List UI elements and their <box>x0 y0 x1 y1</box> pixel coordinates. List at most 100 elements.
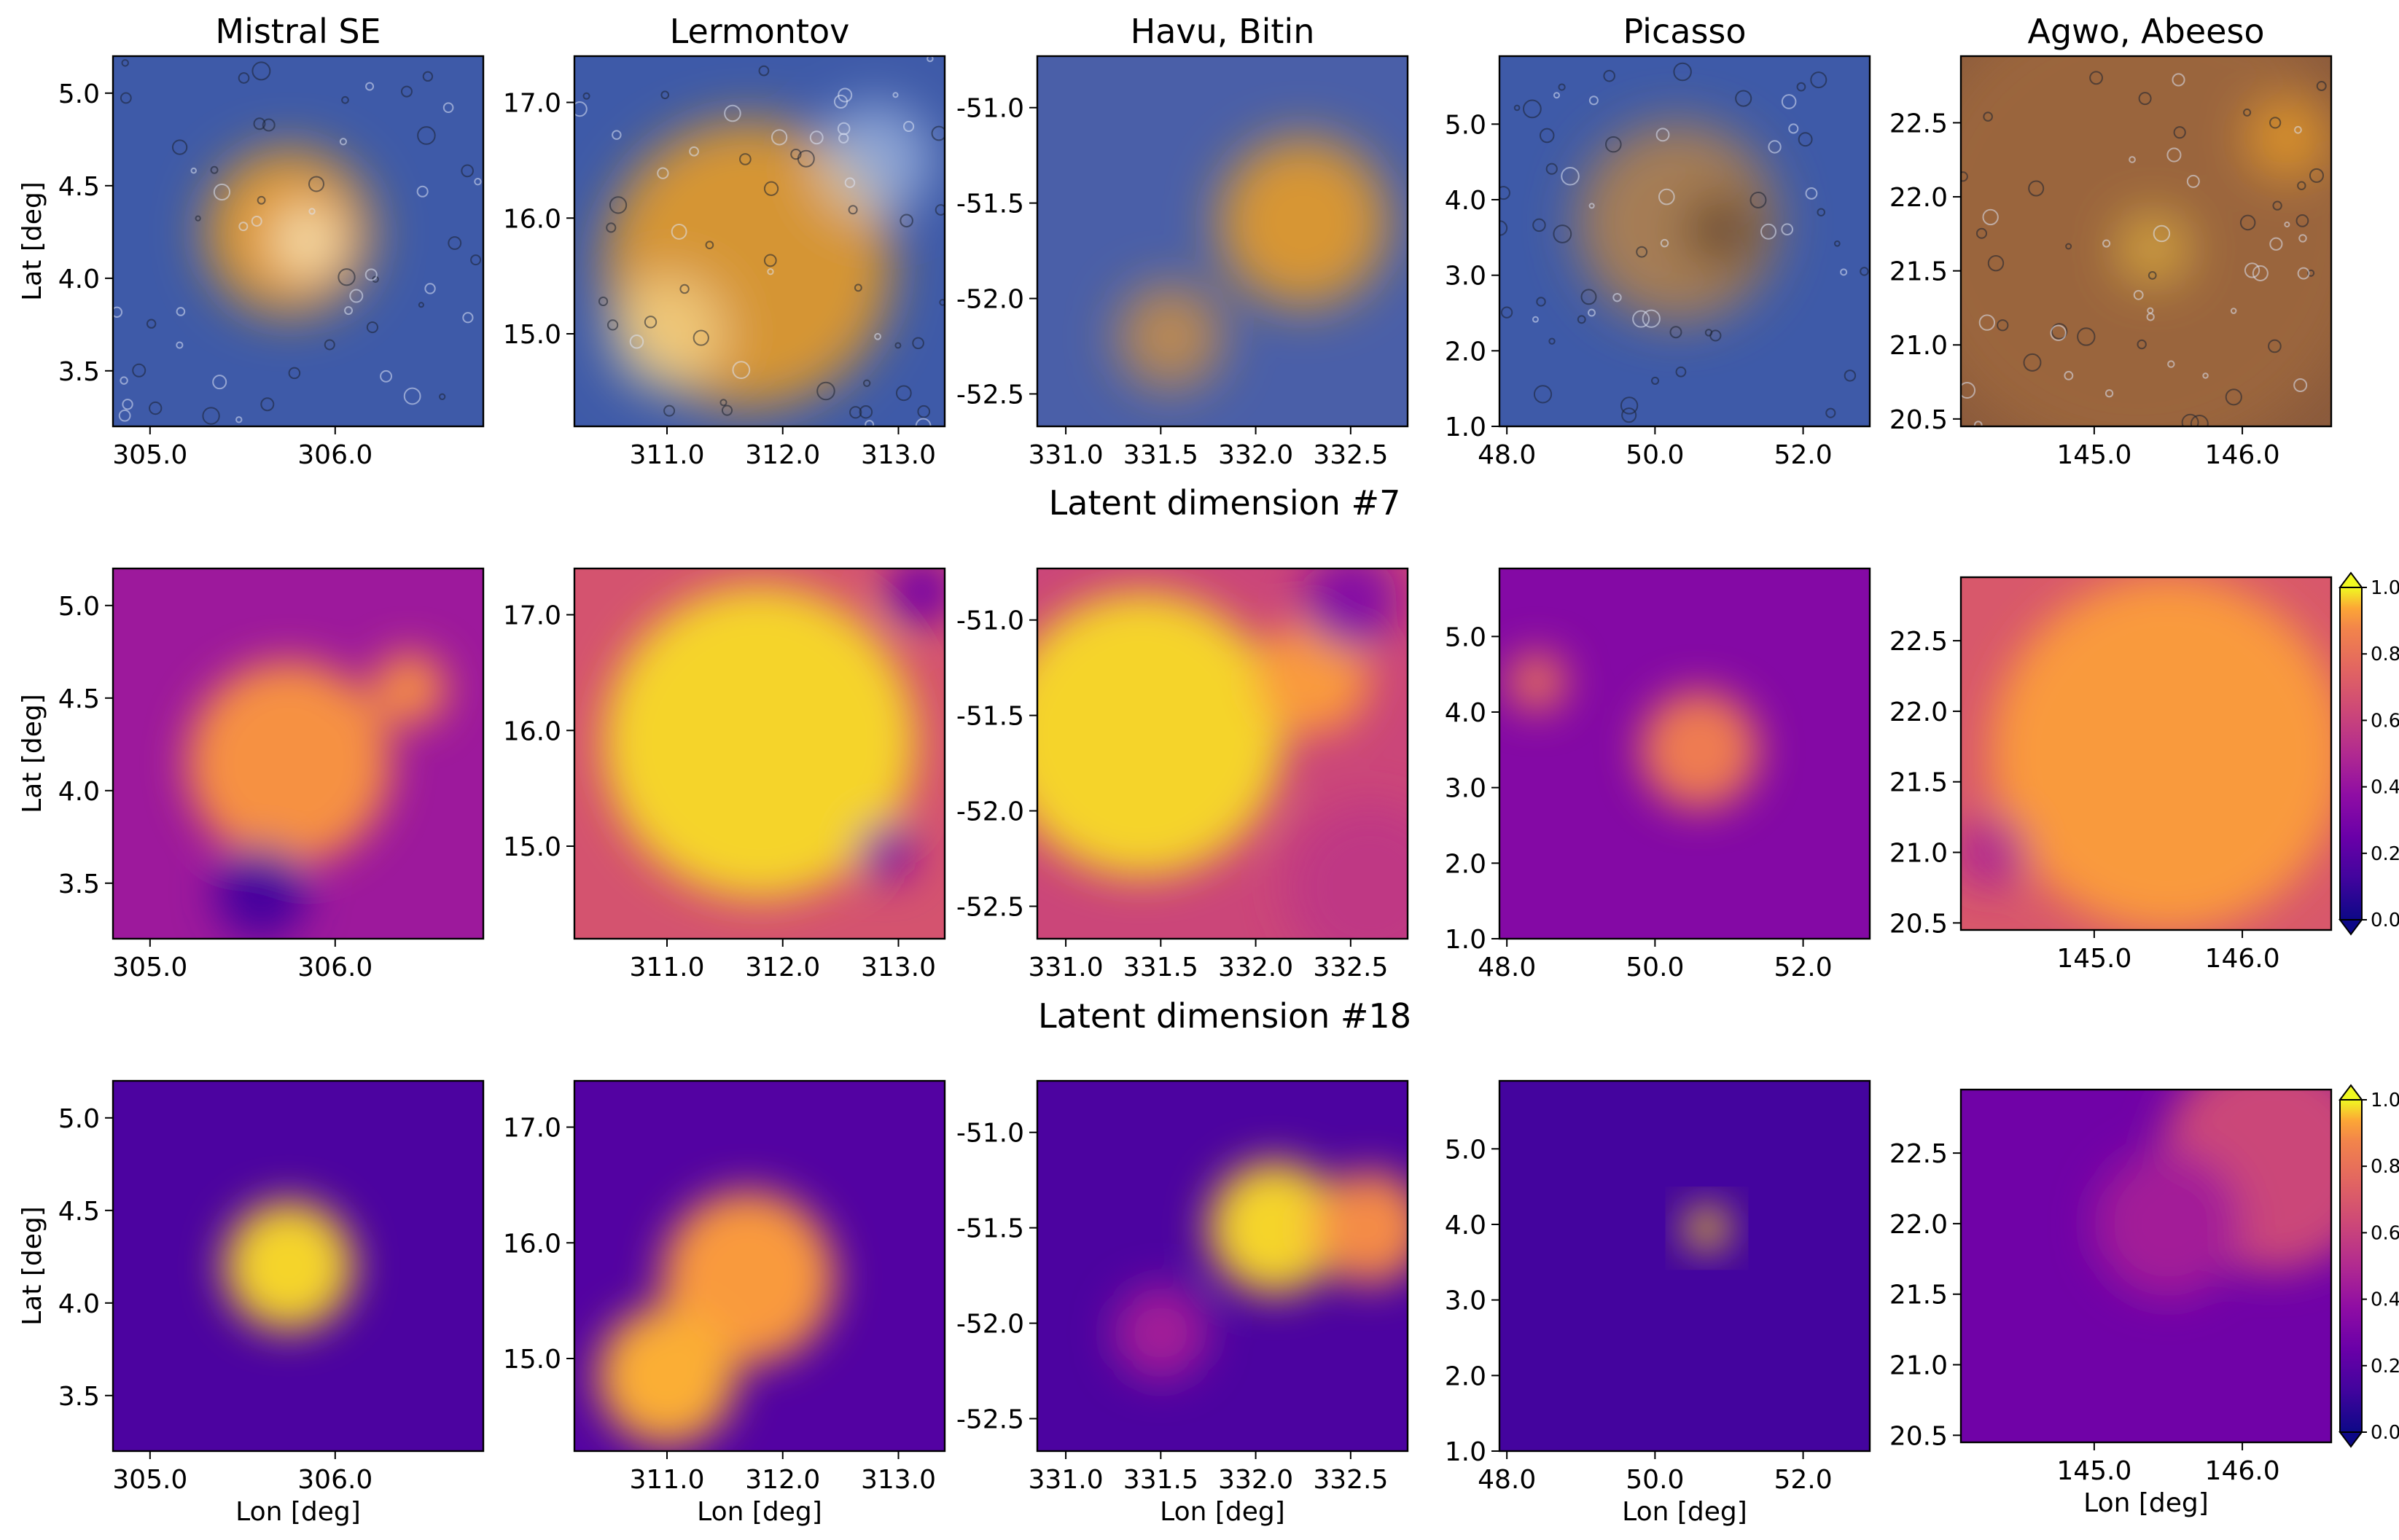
crater-mark <box>2077 327 2096 346</box>
colorbar-extend-min <box>2338 919 2363 936</box>
crater-mark <box>657 167 669 179</box>
crater-mark <box>767 268 774 275</box>
y-tick-label: 21.0 <box>1889 331 1948 361</box>
crater-mark <box>705 241 714 250</box>
x-tick-label: 305.0 <box>112 953 187 982</box>
x-tick-label: 48.0 <box>1478 1465 1536 1495</box>
crater-mark <box>1675 366 1687 378</box>
crater-mark <box>895 385 912 402</box>
crater-mark <box>1588 203 1595 209</box>
crater-mark <box>122 399 133 410</box>
crater-mark <box>238 72 250 84</box>
y-tick-label: 5.0 <box>1445 622 1486 652</box>
x-tick-label: 331.5 <box>1123 440 1198 470</box>
crater-mark <box>2166 147 2182 163</box>
colorbar-tick-label: 1.0 <box>2371 577 2399 599</box>
x-tick-label: 305.0 <box>112 1465 187 1495</box>
colorbar-tick-label: 1.0 <box>2371 1090 2399 1111</box>
crater-mark <box>1781 94 1797 109</box>
colorbar: 0.0 0.2 0.4 0.6 0.8 1.0 <box>2338 1084 2399 1448</box>
crater-mark <box>854 284 862 292</box>
y-tick-label: 20.5 <box>1889 909 1948 939</box>
crater-mark <box>400 85 413 98</box>
crater-mark <box>844 177 856 188</box>
crater-mark <box>212 375 227 390</box>
crater-mark <box>719 399 727 407</box>
x-axis-label: Lon [deg] <box>697 1497 822 1527</box>
crater-mark <box>1553 224 1572 243</box>
crater-mark <box>424 283 436 294</box>
surface-feature <box>1685 192 1759 267</box>
crater-mark <box>235 416 243 423</box>
crater-mark <box>1978 314 1996 331</box>
crater-mark <box>308 176 325 192</box>
crater-mark <box>1810 71 1827 89</box>
y-tick-label: 4.0 <box>1445 1211 1486 1240</box>
y-tick-label: -51.5 <box>956 702 1024 732</box>
crater-mark <box>1632 310 1650 328</box>
y-tick-label: 15.0 <box>503 1345 561 1375</box>
heatmap-blob <box>1961 815 2028 890</box>
crater-mark <box>2147 307 2154 314</box>
x-tick-label: 48.0 <box>1478 953 1536 982</box>
y-tick-label: 21.0 <box>1889 839 1948 869</box>
x-tick-label: 331.5 <box>1123 953 1198 982</box>
y-tick-label: 1.0 <box>1445 925 1486 955</box>
crater-mark <box>213 183 231 201</box>
y-tick-label: -51.0 <box>956 1119 1024 1149</box>
crater-mark <box>939 299 945 306</box>
crater-mark <box>2293 378 2308 392</box>
crater-mark <box>2243 108 2252 117</box>
y-tick-label: -51.5 <box>956 189 1024 219</box>
x-tick-label: 332.5 <box>1313 440 1388 470</box>
x-tick-label: 332.0 <box>1218 1465 1293 1495</box>
crater-mark <box>2023 353 2042 372</box>
crater-mark <box>758 65 770 77</box>
x-tick-label: 305.0 <box>112 440 187 470</box>
y-tick-label: 17.0 <box>503 1114 561 1144</box>
crater-mark <box>120 92 132 104</box>
crater-mark <box>146 318 157 329</box>
x-tick-label: 306.0 <box>297 1465 372 1495</box>
colorbar-tick-label: 0.4 <box>2371 777 2399 799</box>
crater-mark <box>1961 171 1968 182</box>
surface-feature <box>1577 122 1778 323</box>
crater-mark <box>1636 246 1648 258</box>
crater-mark <box>1817 208 1825 216</box>
colorbar-tick-label: 0.6 <box>2371 710 2399 732</box>
y-tick-label: 3.0 <box>1445 774 1486 804</box>
crater-mark <box>874 332 881 340</box>
crater-mark <box>1673 62 1692 82</box>
crater-mark <box>2172 73 2185 87</box>
crater-mark <box>2137 339 2147 350</box>
y-tick-label: 2.0 <box>1445 337 1486 367</box>
y-tick-label: 15.0 <box>503 320 561 350</box>
crater-mark <box>865 420 875 426</box>
crater-mark <box>417 126 436 145</box>
crater-mark <box>2129 156 2136 163</box>
y-tick-label: 3.0 <box>1445 262 1486 292</box>
crater-mark <box>629 335 644 349</box>
axes-frame <box>573 55 946 428</box>
y-tick-label: 21.5 <box>1889 257 1948 287</box>
x-tick-label: 50.0 <box>1626 953 1684 982</box>
crater-mark <box>1833 240 1841 247</box>
crater-mark <box>210 165 219 174</box>
y-tick-label: 4.5 <box>58 172 100 202</box>
crater-mark <box>422 71 434 82</box>
colorbar-tick-label: 0.8 <box>2371 1156 2399 1178</box>
crater-mark <box>1973 421 1983 426</box>
y-tick-label: 22.5 <box>1889 1139 1948 1169</box>
y-tick-label: 1.0 <box>1445 1437 1486 1467</box>
crater-mark <box>2269 117 2282 129</box>
y-tick-label: 3.5 <box>58 357 100 387</box>
x-tick-label: 146.0 <box>2205 440 2280 470</box>
crater-mark <box>1588 95 1599 106</box>
crater-mark <box>1532 218 1546 232</box>
crater-mark <box>2133 289 2144 300</box>
crater-mark <box>2153 224 2171 243</box>
crater-mark <box>833 94 849 109</box>
colorbar-extend-max <box>2338 1084 2363 1101</box>
axes-frame <box>1959 1088 2333 1444</box>
heatmap-blob <box>187 660 391 865</box>
